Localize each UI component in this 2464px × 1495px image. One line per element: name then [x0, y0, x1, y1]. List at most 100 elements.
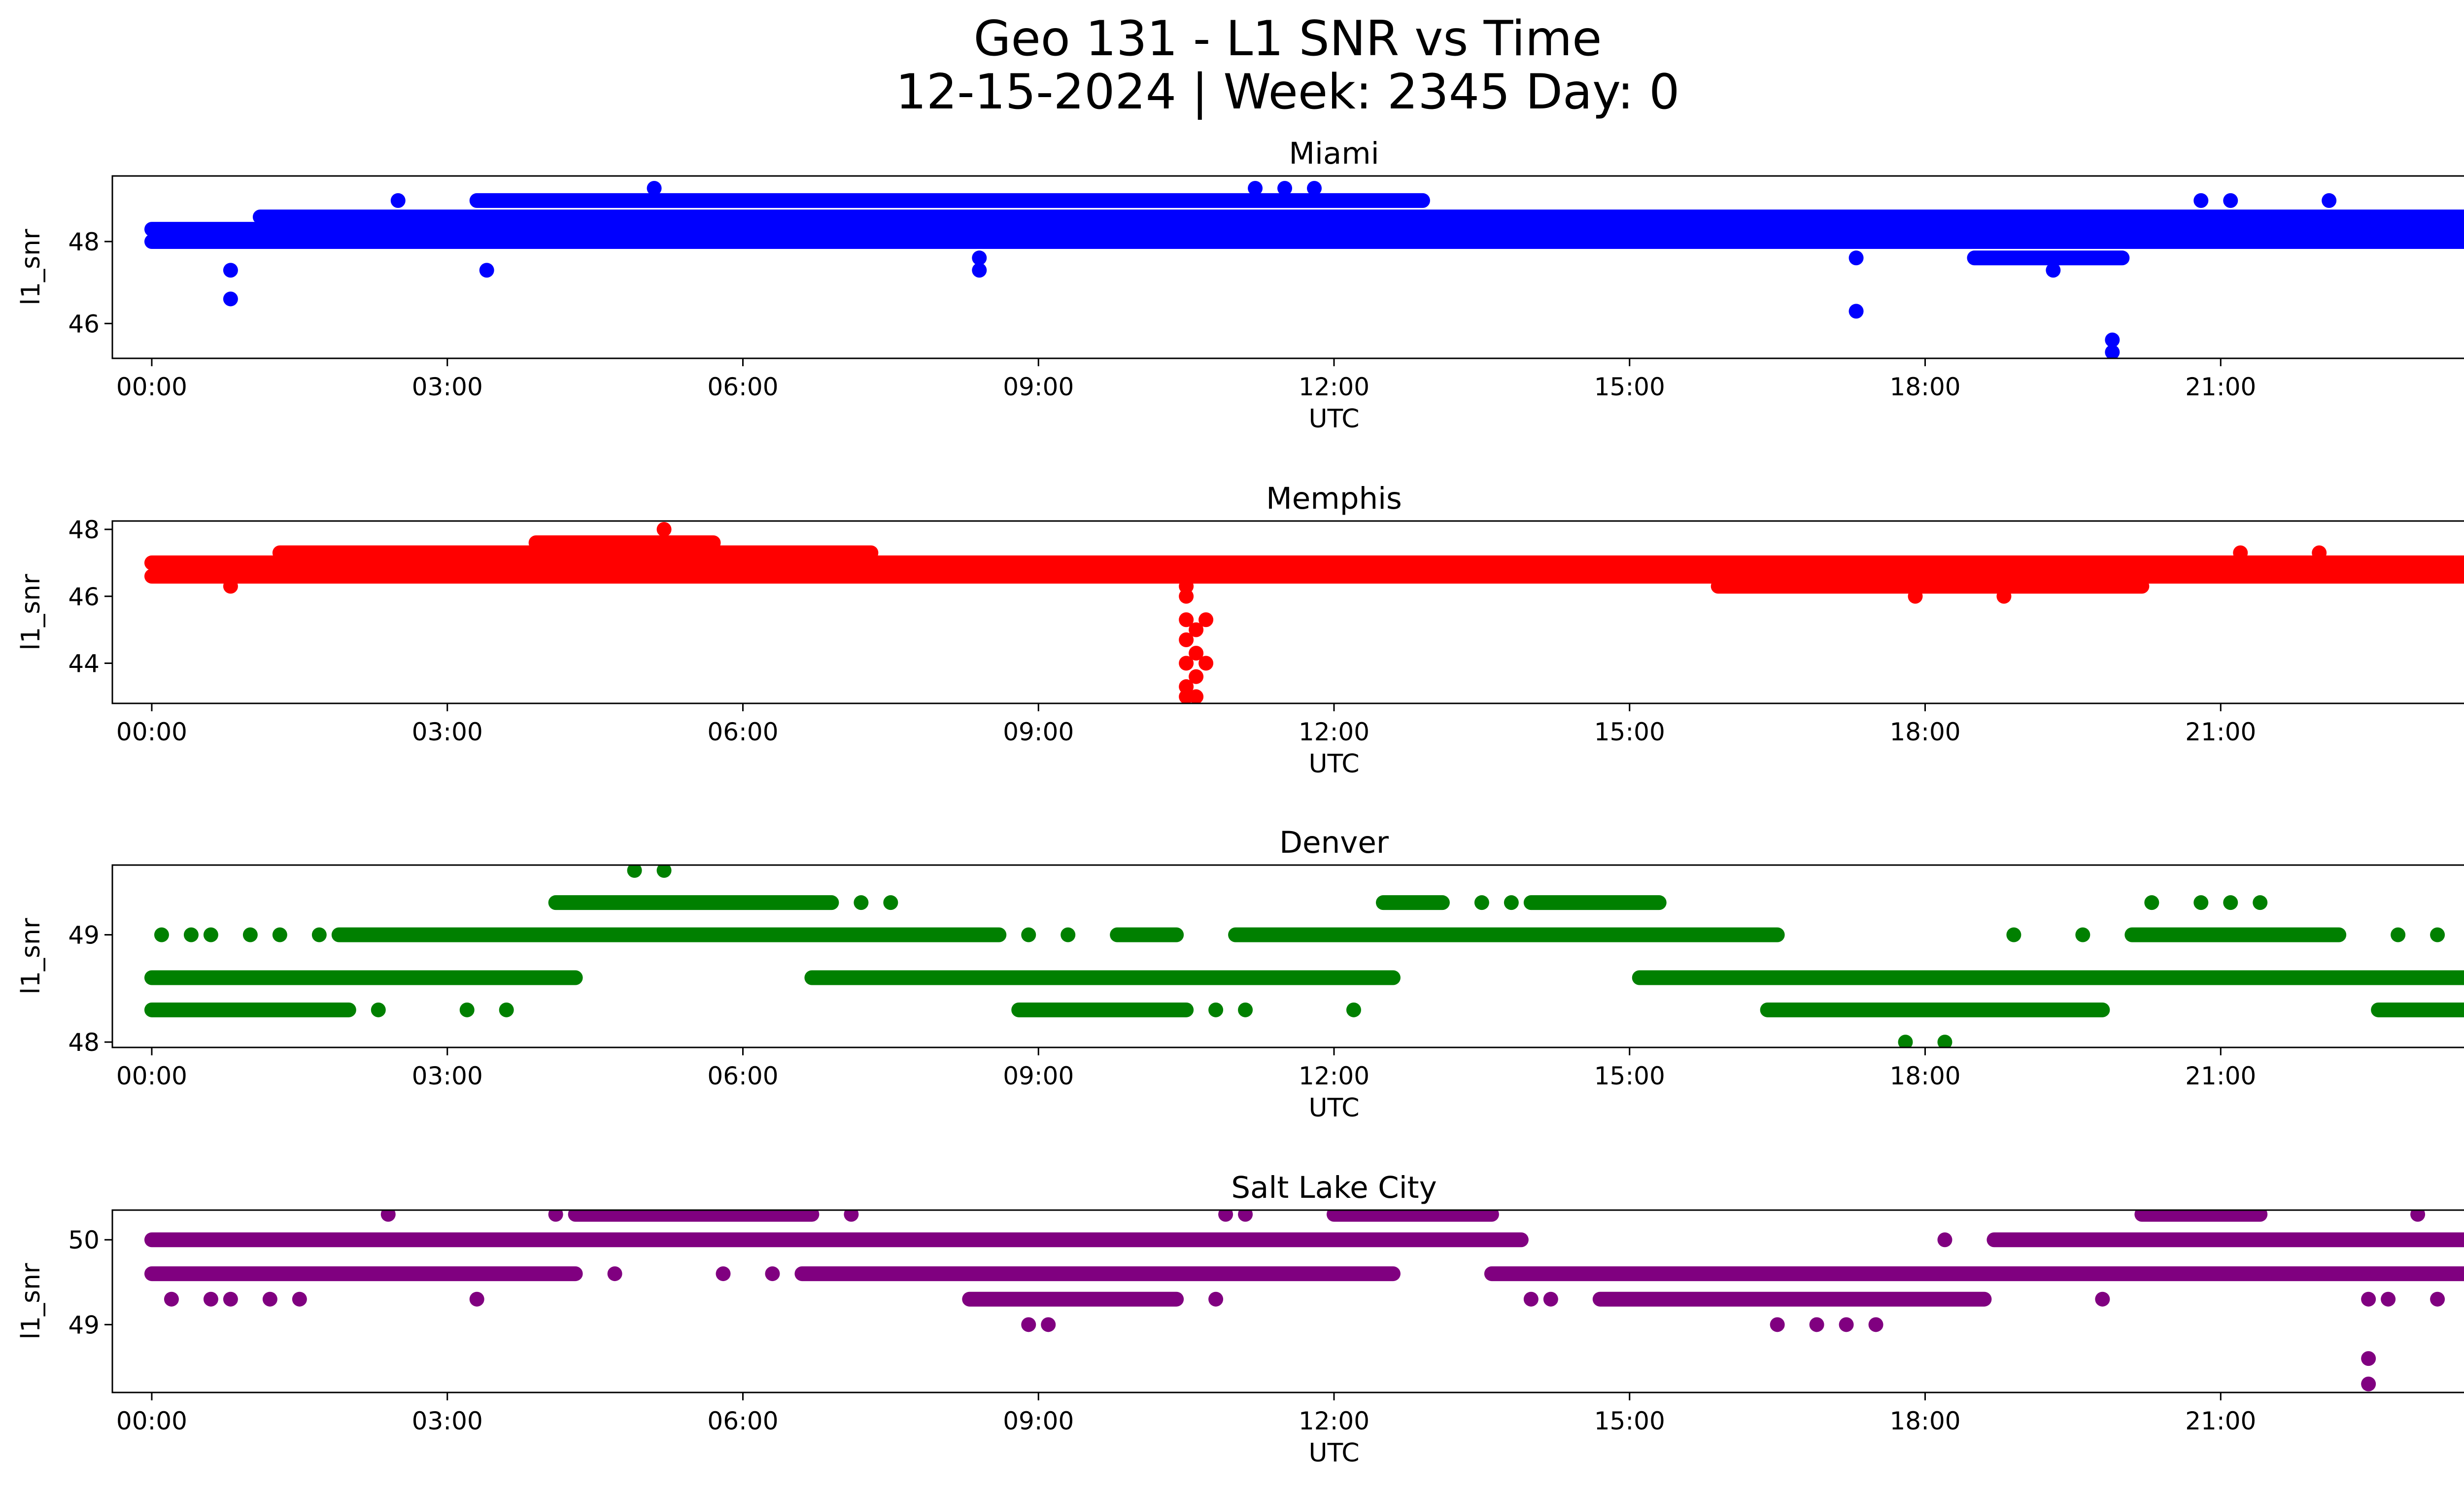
- x-tick-label: 15:00: [1594, 373, 1665, 401]
- data-point: [1208, 1291, 1224, 1307]
- x-tick-label: 12:00: [1299, 1062, 1369, 1090]
- data-series: [144, 1210, 2464, 1391]
- y-axis-label: l1_snr: [16, 918, 46, 995]
- y-axis-label: l1_snr: [16, 1263, 46, 1340]
- x-tick-label: 15:00: [1594, 1062, 1665, 1090]
- x-tick-label: 15:00: [1594, 1407, 1665, 1435]
- subplot-denver: Denver 00:00 03:00 06:00 09:00 12:00 15:00 18:0…: [16, 825, 2464, 1123]
- y-tick-label: 49: [68, 921, 100, 949]
- data-point: [1346, 1002, 1361, 1017]
- data-point: [1996, 589, 2012, 604]
- data-point: [499, 1002, 514, 1017]
- x-tick-label: 06:00: [707, 1062, 778, 1090]
- data-point: [716, 1266, 731, 1282]
- x-tick-label: 00:00: [116, 1062, 187, 1090]
- x-tick-label: 00:00: [116, 373, 187, 401]
- x-tick-label: 12:00: [1299, 718, 1369, 746]
- data-series: [144, 180, 2464, 358]
- x-tick-label: 00:00: [116, 1407, 187, 1435]
- data-point: [1809, 1317, 1824, 1332]
- x-tick-label: 12:00: [1299, 1407, 1369, 1435]
- x-axis-label: UTC: [1308, 404, 1359, 434]
- data-point: [2391, 927, 2406, 942]
- data-point: [242, 927, 258, 942]
- data-point: [2046, 263, 2061, 278]
- data-point: [1937, 1035, 1952, 1047]
- data-point: [223, 291, 238, 307]
- y-tick-label: 48: [68, 1028, 100, 1057]
- data-point: [1504, 895, 1519, 910]
- data-point: [2223, 193, 2238, 208]
- x-tick-label: 21:00: [2185, 373, 2256, 401]
- data-point: [1848, 250, 1864, 266]
- data-point: [2410, 1210, 2426, 1222]
- data-point: [1021, 1317, 1036, 1332]
- data-point: [459, 1002, 475, 1017]
- data-series: [144, 522, 2464, 703]
- data-point: [2430, 927, 2445, 942]
- data-point: [1307, 180, 1322, 196]
- data-point: [272, 927, 287, 942]
- data-point: [607, 1266, 622, 1282]
- data-point: [2075, 927, 2090, 942]
- data-point: [2361, 1291, 2376, 1307]
- data-point: [371, 1002, 386, 1017]
- data-point: [164, 1291, 179, 1307]
- data-point: [1179, 632, 1194, 648]
- data-point: [1908, 589, 1923, 604]
- y-tick-label: 48: [68, 516, 100, 544]
- y-tick-label: 46: [68, 583, 100, 611]
- subplot-memphis: Memphis 00:00 03:00 06:00 09:00 12:00 15:00 18:…: [16, 481, 2464, 779]
- x-axis-label: UTC: [1308, 749, 1359, 779]
- figure-title: Geo 131 - L1 SNR vs Time: [973, 11, 1602, 67]
- data-point: [2361, 1351, 2376, 1366]
- x-tick-label: 09:00: [1003, 373, 1074, 401]
- y-axis-label: l1_snr: [16, 229, 46, 306]
- data-point: [2381, 1291, 2396, 1307]
- data-point: [548, 1210, 563, 1222]
- data-point: [2105, 332, 2120, 348]
- subplot-title: Memphis: [1266, 481, 1402, 516]
- data-point: [469, 1291, 484, 1307]
- data-point: [311, 927, 327, 942]
- subplot-title: Salt Lake City: [1231, 1170, 1437, 1205]
- data-point: [1770, 1317, 1785, 1332]
- data-point: [203, 927, 218, 942]
- x-tick-label: 18:00: [1889, 718, 1960, 746]
- data-point: [2223, 895, 2238, 910]
- data-point: [1238, 1210, 1253, 1222]
- data-point: [2095, 1291, 2110, 1307]
- data-point: [1474, 895, 1489, 910]
- data-point: [647, 180, 662, 196]
- data-point: [2430, 1291, 2445, 1307]
- data-point: [2233, 545, 2248, 560]
- data-point: [1198, 612, 1214, 627]
- x-tick-label: 18:00: [1889, 1062, 1960, 1090]
- data-point: [223, 1291, 238, 1307]
- data-point: [223, 579, 238, 594]
- x-tick-label: 09:00: [1003, 1062, 1074, 1090]
- x-tick-label: 03:00: [412, 373, 483, 401]
- y-tick-label: 50: [68, 1226, 100, 1254]
- x-tick-label: 03:00: [412, 1407, 483, 1435]
- data-point: [262, 1291, 277, 1307]
- data-point: [1041, 1317, 1056, 1332]
- data-point: [1543, 1291, 1558, 1307]
- data-point: [1868, 1317, 1883, 1332]
- data-point: [390, 193, 406, 208]
- data-point: [2105, 345, 2120, 358]
- data-point: [844, 1210, 859, 1222]
- data-point: [1238, 1002, 1253, 1017]
- data-point: [1523, 1291, 1539, 1307]
- y-axis-label: l1_snr: [16, 574, 46, 651]
- data-point: [2144, 895, 2159, 910]
- axes-frame: [111, 864, 2464, 1048]
- y-tick-label: 48: [68, 228, 100, 256]
- figure-subtitle: 12-15-2024 | Week: 2345 Day: 0: [895, 64, 1680, 120]
- x-tick-label: 21:00: [2185, 1407, 2256, 1435]
- data-point: [2253, 895, 2268, 910]
- data-point: [2361, 1376, 2376, 1391]
- data-series: [144, 865, 2464, 1047]
- data-point: [154, 927, 169, 942]
- data-point: [1189, 646, 1204, 661]
